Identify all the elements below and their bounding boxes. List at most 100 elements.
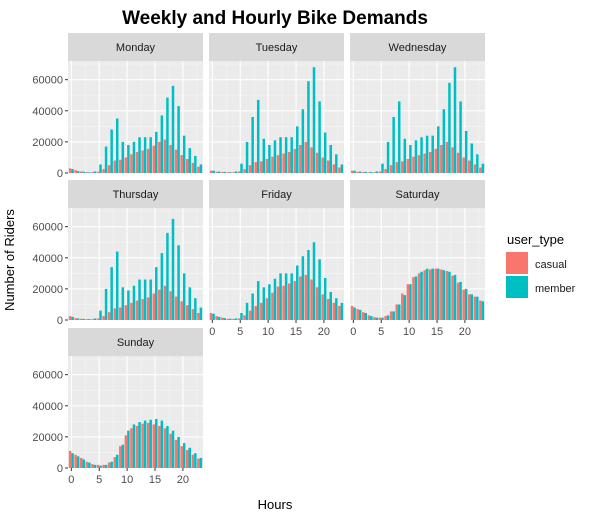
bar-member (448, 82, 451, 173)
bar-casual (445, 141, 449, 173)
bar-casual (146, 297, 150, 320)
bar-casual (152, 293, 156, 320)
bar-member (121, 444, 125, 468)
bar-casual (197, 166, 200, 173)
bar-member (453, 274, 457, 320)
bar-member (217, 171, 221, 173)
bar-member (171, 218, 175, 320)
bar-casual (141, 423, 144, 468)
bar-casual (304, 274, 308, 320)
bar-member (464, 131, 468, 173)
bar-casual (473, 164, 477, 173)
bar-member (358, 309, 362, 320)
bar-casual (243, 169, 246, 173)
bar-member (268, 145, 271, 173)
bar-member (223, 318, 227, 320)
bar-member (177, 106, 180, 173)
bar-casual (276, 155, 280, 173)
bar-casual (265, 159, 269, 173)
bar-casual (254, 162, 257, 173)
bar-casual (135, 426, 139, 468)
bar-casual (356, 171, 359, 173)
bar-casual (378, 317, 382, 320)
bar-casual (226, 172, 230, 173)
bar-casual (191, 162, 195, 173)
bar-casual (406, 284, 410, 320)
bar-member (71, 453, 74, 468)
bar-member (403, 295, 407, 320)
bar-casual (169, 145, 172, 173)
bar-casual (124, 157, 128, 173)
bar-casual (96, 318, 100, 320)
bar-member (127, 290, 130, 320)
bar-casual (124, 305, 128, 320)
bar-casual (265, 298, 269, 320)
bar-casual (85, 172, 89, 173)
bar-member (132, 424, 136, 468)
bar-member (262, 287, 266, 320)
bar-member (273, 140, 277, 173)
bar-member (240, 313, 243, 320)
bar-member (110, 267, 113, 320)
bar-casual (74, 454, 77, 468)
legend-label-casual: casual (535, 259, 567, 271)
bar-member (194, 298, 197, 320)
bar-member (82, 459, 86, 468)
bar-casual (395, 304, 398, 320)
bar-casual (91, 319, 94, 320)
bar-casual (180, 446, 183, 468)
bar-member (481, 163, 485, 173)
bar-member (312, 242, 316, 320)
bar-member (99, 164, 102, 173)
bar-casual (141, 150, 144, 173)
bar-member (256, 99, 260, 173)
bar-casual (232, 172, 235, 173)
bar-member (93, 318, 97, 320)
bar-member (88, 462, 91, 468)
bar-member (160, 420, 164, 468)
bar-casual (185, 450, 189, 468)
bar-member (223, 171, 227, 173)
bar-member (251, 293, 254, 320)
bar-member (279, 273, 282, 320)
bar-casual (237, 171, 241, 173)
bar-member (364, 171, 368, 173)
bar-casual (321, 157, 324, 173)
bar-member (296, 126, 299, 173)
bar-casual (451, 147, 454, 173)
bar-member (93, 464, 97, 468)
bar-member (245, 141, 249, 173)
bar-casual (79, 318, 83, 320)
bar-casual (384, 169, 387, 173)
bar-casual (315, 152, 319, 173)
bar-casual (395, 162, 398, 173)
bar-casual (338, 167, 341, 173)
bar-casual (197, 313, 200, 320)
facet-strip-label: Thursday (113, 189, 159, 201)
bar-member (431, 135, 434, 173)
bar-casual (479, 167, 482, 173)
bar-member (279, 137, 282, 173)
bar-member (464, 288, 468, 320)
bar-member (160, 253, 164, 320)
bar-member (132, 285, 136, 320)
bar-member (188, 287, 192, 320)
bar-casual (113, 160, 116, 173)
bar-member (268, 284, 271, 320)
bar-casual (412, 277, 415, 320)
bar-casual (146, 422, 150, 468)
bar-casual (102, 464, 105, 468)
legend-key-casual (506, 252, 528, 274)
bar-member (217, 316, 221, 320)
bar-casual (434, 268, 438, 320)
bar-member (199, 307, 203, 320)
bar-casual (237, 318, 241, 320)
bar-casual (367, 172, 371, 173)
facet-strip (68, 328, 203, 356)
bar-member (82, 318, 86, 320)
bar-casual (321, 294, 324, 320)
bar-member (76, 456, 80, 468)
bar-member (431, 268, 434, 320)
facet-strip-label: Saturday (395, 189, 440, 201)
bar-member (364, 313, 368, 320)
